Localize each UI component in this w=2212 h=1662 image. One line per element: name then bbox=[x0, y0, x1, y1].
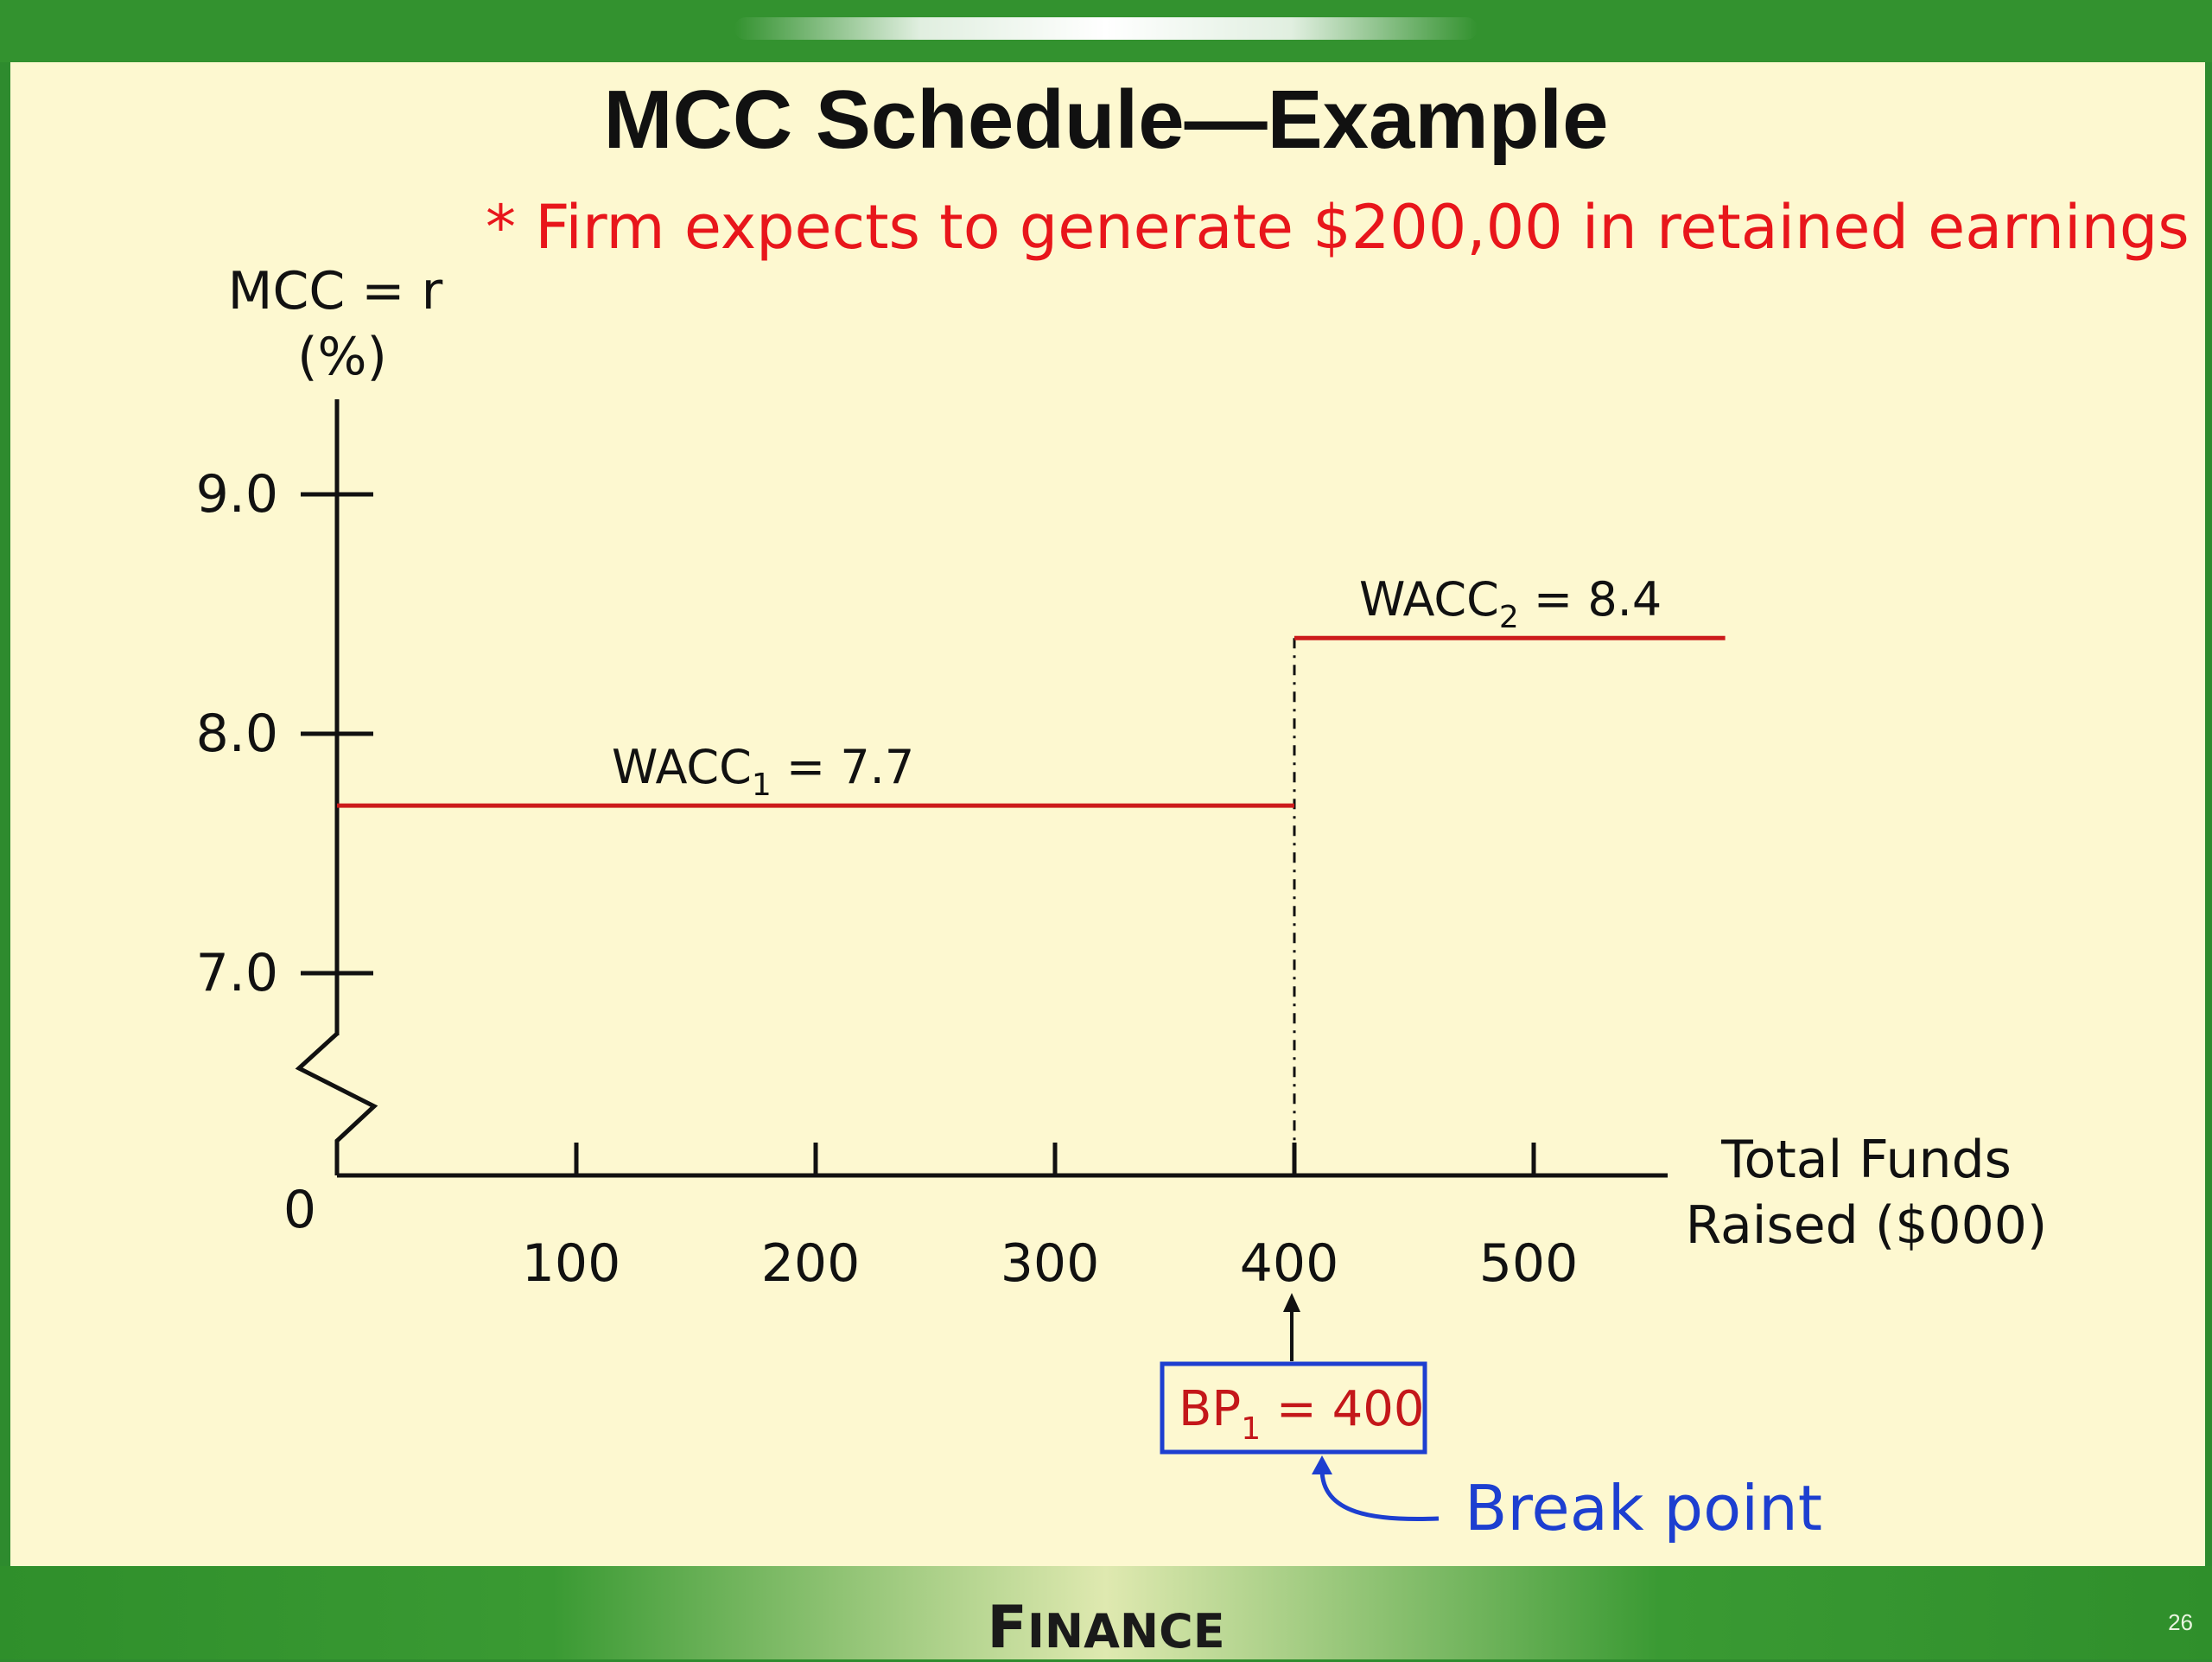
wacc-label-1: WACC1 = 7.7 bbox=[612, 740, 914, 803]
break-point-curve-arrow bbox=[1319, 1468, 1440, 1522]
banner-glow bbox=[734, 17, 1478, 40]
top-banner bbox=[0, 0, 2212, 62]
break-point-curve-arrowhead bbox=[1312, 1455, 1332, 1474]
x-tick-label: 200 bbox=[761, 1233, 861, 1294]
slide-title: MCC Schedule—Example bbox=[603, 73, 1609, 166]
break-point-arrowhead bbox=[1283, 1293, 1300, 1312]
y-axis-break bbox=[295, 1032, 378, 1175]
y-tick-label: 9.0 bbox=[196, 464, 278, 525]
page-number: 26 bbox=[2168, 1609, 2193, 1635]
x-tick-label: 500 bbox=[1479, 1233, 1579, 1294]
bp-box bbox=[1160, 1361, 1427, 1455]
slide-canvas bbox=[10, 62, 2205, 1566]
x-tick-label: 100 bbox=[522, 1233, 621, 1294]
wacc-label-2: WACC2 = 8.4 bbox=[1359, 572, 1662, 635]
footer-title-rest: INANCE bbox=[1027, 1604, 1225, 1659]
x-tick-label: 400 bbox=[1240, 1233, 1339, 1294]
footer-title: FINANCE bbox=[0, 1594, 2212, 1662]
x-axis-label-line1: Total Funds bbox=[1720, 1130, 2012, 1190]
footer-title-initial: F bbox=[987, 1594, 1027, 1662]
retained-earnings-note: * Firm expects to generate $200,00 in re… bbox=[486, 192, 2190, 263]
origin-label: 0 bbox=[283, 1180, 316, 1240]
x-axis-label-line2: Raised ($000) bbox=[1686, 1195, 2048, 1256]
x-tick-label: 300 bbox=[1001, 1233, 1100, 1294]
footer-bar: FINANCE 26 bbox=[0, 1566, 2212, 1662]
break-point-label: Break point bbox=[1465, 1472, 1822, 1544]
bp-label: BP1 = 400 bbox=[1179, 1381, 1425, 1447]
y-axis-label-line1: MCC = r bbox=[228, 261, 443, 322]
y-axis-label-line2: (%) bbox=[297, 327, 387, 387]
y-tick-label: 7.0 bbox=[196, 943, 278, 1003]
y-tick-label: 8.0 bbox=[196, 704, 278, 764]
